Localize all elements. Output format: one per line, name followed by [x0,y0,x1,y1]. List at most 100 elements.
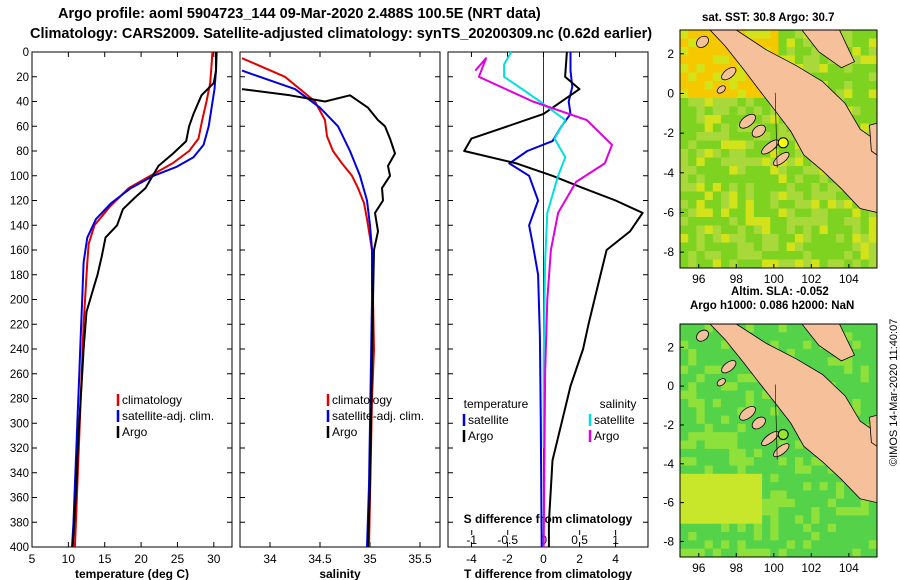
map-cell [712,515,722,525]
map-cell [803,191,812,201]
map-cell [712,440,722,450]
map-cell [786,183,796,193]
map-cell [729,55,739,65]
map-cell [762,38,771,48]
map-cell [811,357,821,367]
map-cell [794,515,804,525]
map-cell [753,473,763,483]
map-cell [786,242,796,252]
land-island [721,360,737,374]
map-cell [737,457,747,467]
map-cell [753,140,763,150]
map-cell [803,507,812,516]
map-cell [721,115,730,125]
land-island [751,124,766,138]
map-cell [762,200,771,210]
x-tick-label-salinity: 34 [263,552,277,566]
map-cell [737,365,747,375]
map-cell [803,200,812,210]
y-tick-label: 140 [10,220,29,232]
map-cell [737,98,747,108]
map-cell [721,140,730,150]
map-cell [811,507,821,516]
map-cell [868,81,877,91]
map-cell [680,390,689,400]
map-cell [803,340,812,350]
map-cell [762,398,771,408]
map-y-tick-label: -4 [663,457,674,471]
map-cell [860,30,870,40]
map-cell [688,448,698,458]
x-axis-label-temperature: temperature (deg C) [75,567,189,580]
map-cell [770,332,780,342]
map-cell [737,373,747,383]
map-cell [704,432,714,442]
map-cell [688,465,698,475]
map-cell [721,423,730,433]
series-line-salinity-argo [474,57,613,548]
map-cell [737,217,747,227]
map-cell [786,507,796,516]
map-cell [762,242,771,252]
map-cell [721,457,730,467]
map-cell [704,183,714,193]
map-cell [852,498,862,508]
map-cell [688,532,698,541]
map-cell [770,30,780,40]
map-cell [729,457,739,467]
map-cell [680,157,689,167]
map-cell [712,157,722,167]
map-cell [680,72,689,82]
map-cell [680,432,689,442]
map-cell [753,89,763,99]
map-cell [819,72,829,82]
map-cell [868,324,877,333]
map-cell [753,515,763,525]
map-cell [868,55,877,65]
map-cell [860,382,870,392]
map-cell [688,540,698,550]
map-cell [811,465,821,475]
map-cell [778,217,788,227]
map-cell [860,532,870,541]
map-cell [696,415,706,425]
map-cell [688,498,698,508]
land-peninsula [801,30,856,69]
map-cell [827,259,837,268]
map-cell [737,149,747,159]
map-cell [688,490,698,500]
legend-label: Argo [468,429,494,443]
map-cell [680,515,689,525]
map-cell [794,490,804,500]
map-cell [712,47,722,57]
map-cell [852,548,862,557]
map-cell [680,340,689,350]
map-cell [688,457,698,467]
map-cell [696,490,706,500]
map-cell [688,174,698,184]
map-cell [704,191,714,201]
map-cell [803,540,812,550]
land-sumatra [709,30,877,213]
map-cell [786,208,796,218]
map-cell [737,89,747,99]
map-cell [762,132,771,142]
map-cell [835,382,845,392]
map-cell [704,415,714,425]
map-cell [753,115,763,125]
map-cell [704,348,714,358]
map-cell [721,174,730,184]
map-cell [770,166,780,176]
map-cell [852,540,862,550]
map-cell [745,208,755,218]
map-cell [794,457,804,467]
map-cell [860,38,870,48]
map-cell [688,548,698,557]
map-cell [852,407,862,417]
map-cell [844,540,853,550]
map-cell [753,157,763,167]
y-tick-label: 320 [10,443,29,455]
map-cell [794,234,804,244]
map-cell [852,357,862,367]
map-cell [712,140,722,150]
